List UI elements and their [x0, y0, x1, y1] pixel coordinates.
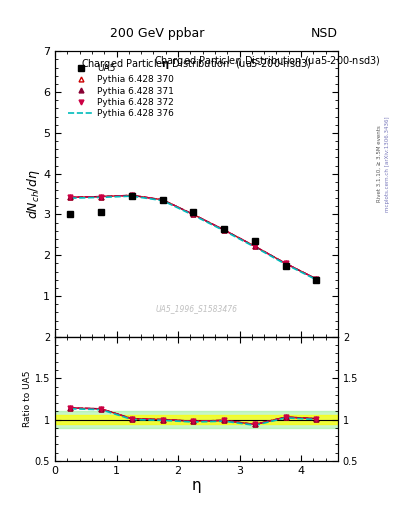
UA5 [191, 209, 196, 216]
Pythia 6.428 376 [253, 244, 257, 250]
Line: UA5: UA5 [67, 193, 320, 283]
Line: Pythia 6.428 376: Pythia 6.428 376 [70, 196, 316, 280]
Pythia 6.428 371 [283, 261, 288, 267]
Bar [55, 415, 338, 423]
Pythia 6.428 376 [191, 212, 196, 219]
UA5 [253, 238, 257, 244]
Line: Pythia 6.428 371: Pythia 6.428 371 [68, 193, 319, 282]
Pythia 6.428 372 [68, 194, 73, 200]
UA5 [160, 197, 165, 203]
Pythia 6.428 372 [253, 243, 257, 249]
Text: Charged Particle$\eta$ Distribution $\mathsf{(ua5\text{-}200\text{-}nsd3)}$: Charged Particle$\eta$ Distribution $\ma… [154, 54, 380, 68]
Text: mcplots.cern.ch [arXiv:1306.3436]: mcplots.cern.ch [arXiv:1306.3436] [385, 116, 389, 211]
Bar [55, 411, 338, 428]
Pythia 6.428 370 [160, 197, 165, 203]
Pythia 6.428 376 [99, 194, 103, 200]
Pythia 6.428 370 [253, 243, 257, 249]
Text: UA5_1996_S1583476: UA5_1996_S1583476 [156, 304, 237, 313]
UA5 [68, 211, 73, 218]
Pythia 6.428 376 [222, 228, 226, 234]
Pythia 6.428 376 [130, 193, 134, 199]
Pythia 6.428 372 [283, 261, 288, 267]
Pythia 6.428 370 [222, 227, 226, 233]
Pythia 6.428 372 [222, 227, 226, 233]
Pythia 6.428 370 [191, 211, 196, 218]
Pythia 6.428 370 [99, 194, 103, 200]
Legend: UA5, Pythia 6.428 370, Pythia 6.428 371, Pythia 6.428 372, Pythia 6.428 376: UA5, Pythia 6.428 370, Pythia 6.428 371,… [65, 61, 176, 121]
Pythia 6.428 376 [68, 195, 73, 201]
Pythia 6.428 372 [160, 197, 165, 203]
Pythia 6.428 376 [314, 277, 319, 283]
Text: Charged Particle$\bf{\eta}$ Distribution  (ua5-200-nsd3): Charged Particle$\bf{\eta}$ Distribution… [81, 57, 312, 71]
Pythia 6.428 371 [160, 197, 165, 203]
Line: Pythia 6.428 372: Pythia 6.428 372 [68, 193, 319, 282]
Y-axis label: Ratio to UA5: Ratio to UA5 [23, 371, 32, 427]
Pythia 6.428 372 [99, 194, 103, 200]
Pythia 6.428 371 [68, 194, 73, 200]
Pythia 6.428 370 [314, 276, 319, 282]
Text: 200 GeV ppbar: 200 GeV ppbar [110, 27, 204, 40]
Pythia 6.428 371 [314, 276, 319, 282]
Pythia 6.428 370 [283, 261, 288, 267]
Pythia 6.428 371 [222, 227, 226, 233]
UA5 [283, 263, 288, 269]
Pythia 6.428 372 [191, 211, 196, 218]
X-axis label: η: η [192, 478, 201, 494]
Pythia 6.428 376 [160, 198, 165, 204]
UA5 [222, 226, 226, 232]
Text: NSD: NSD [311, 27, 338, 40]
Pythia 6.428 371 [191, 211, 196, 218]
Pythia 6.428 372 [314, 276, 319, 282]
Pythia 6.428 372 [130, 192, 134, 198]
UA5 [99, 209, 103, 216]
Pythia 6.428 370 [68, 194, 73, 200]
Y-axis label: $dN_{ch}/d\eta$: $dN_{ch}/d\eta$ [25, 169, 42, 219]
Text: Rivet 3.1.10, ≥ 3.5M events: Rivet 3.1.10, ≥ 3.5M events [377, 125, 382, 202]
Pythia 6.428 371 [130, 192, 134, 198]
Line: Pythia 6.428 370: Pythia 6.428 370 [68, 193, 319, 282]
Pythia 6.428 371 [253, 243, 257, 249]
Pythia 6.428 370 [130, 192, 134, 198]
UA5 [314, 277, 319, 283]
Pythia 6.428 371 [99, 194, 103, 200]
Pythia 6.428 376 [283, 261, 288, 267]
UA5 [130, 193, 134, 199]
